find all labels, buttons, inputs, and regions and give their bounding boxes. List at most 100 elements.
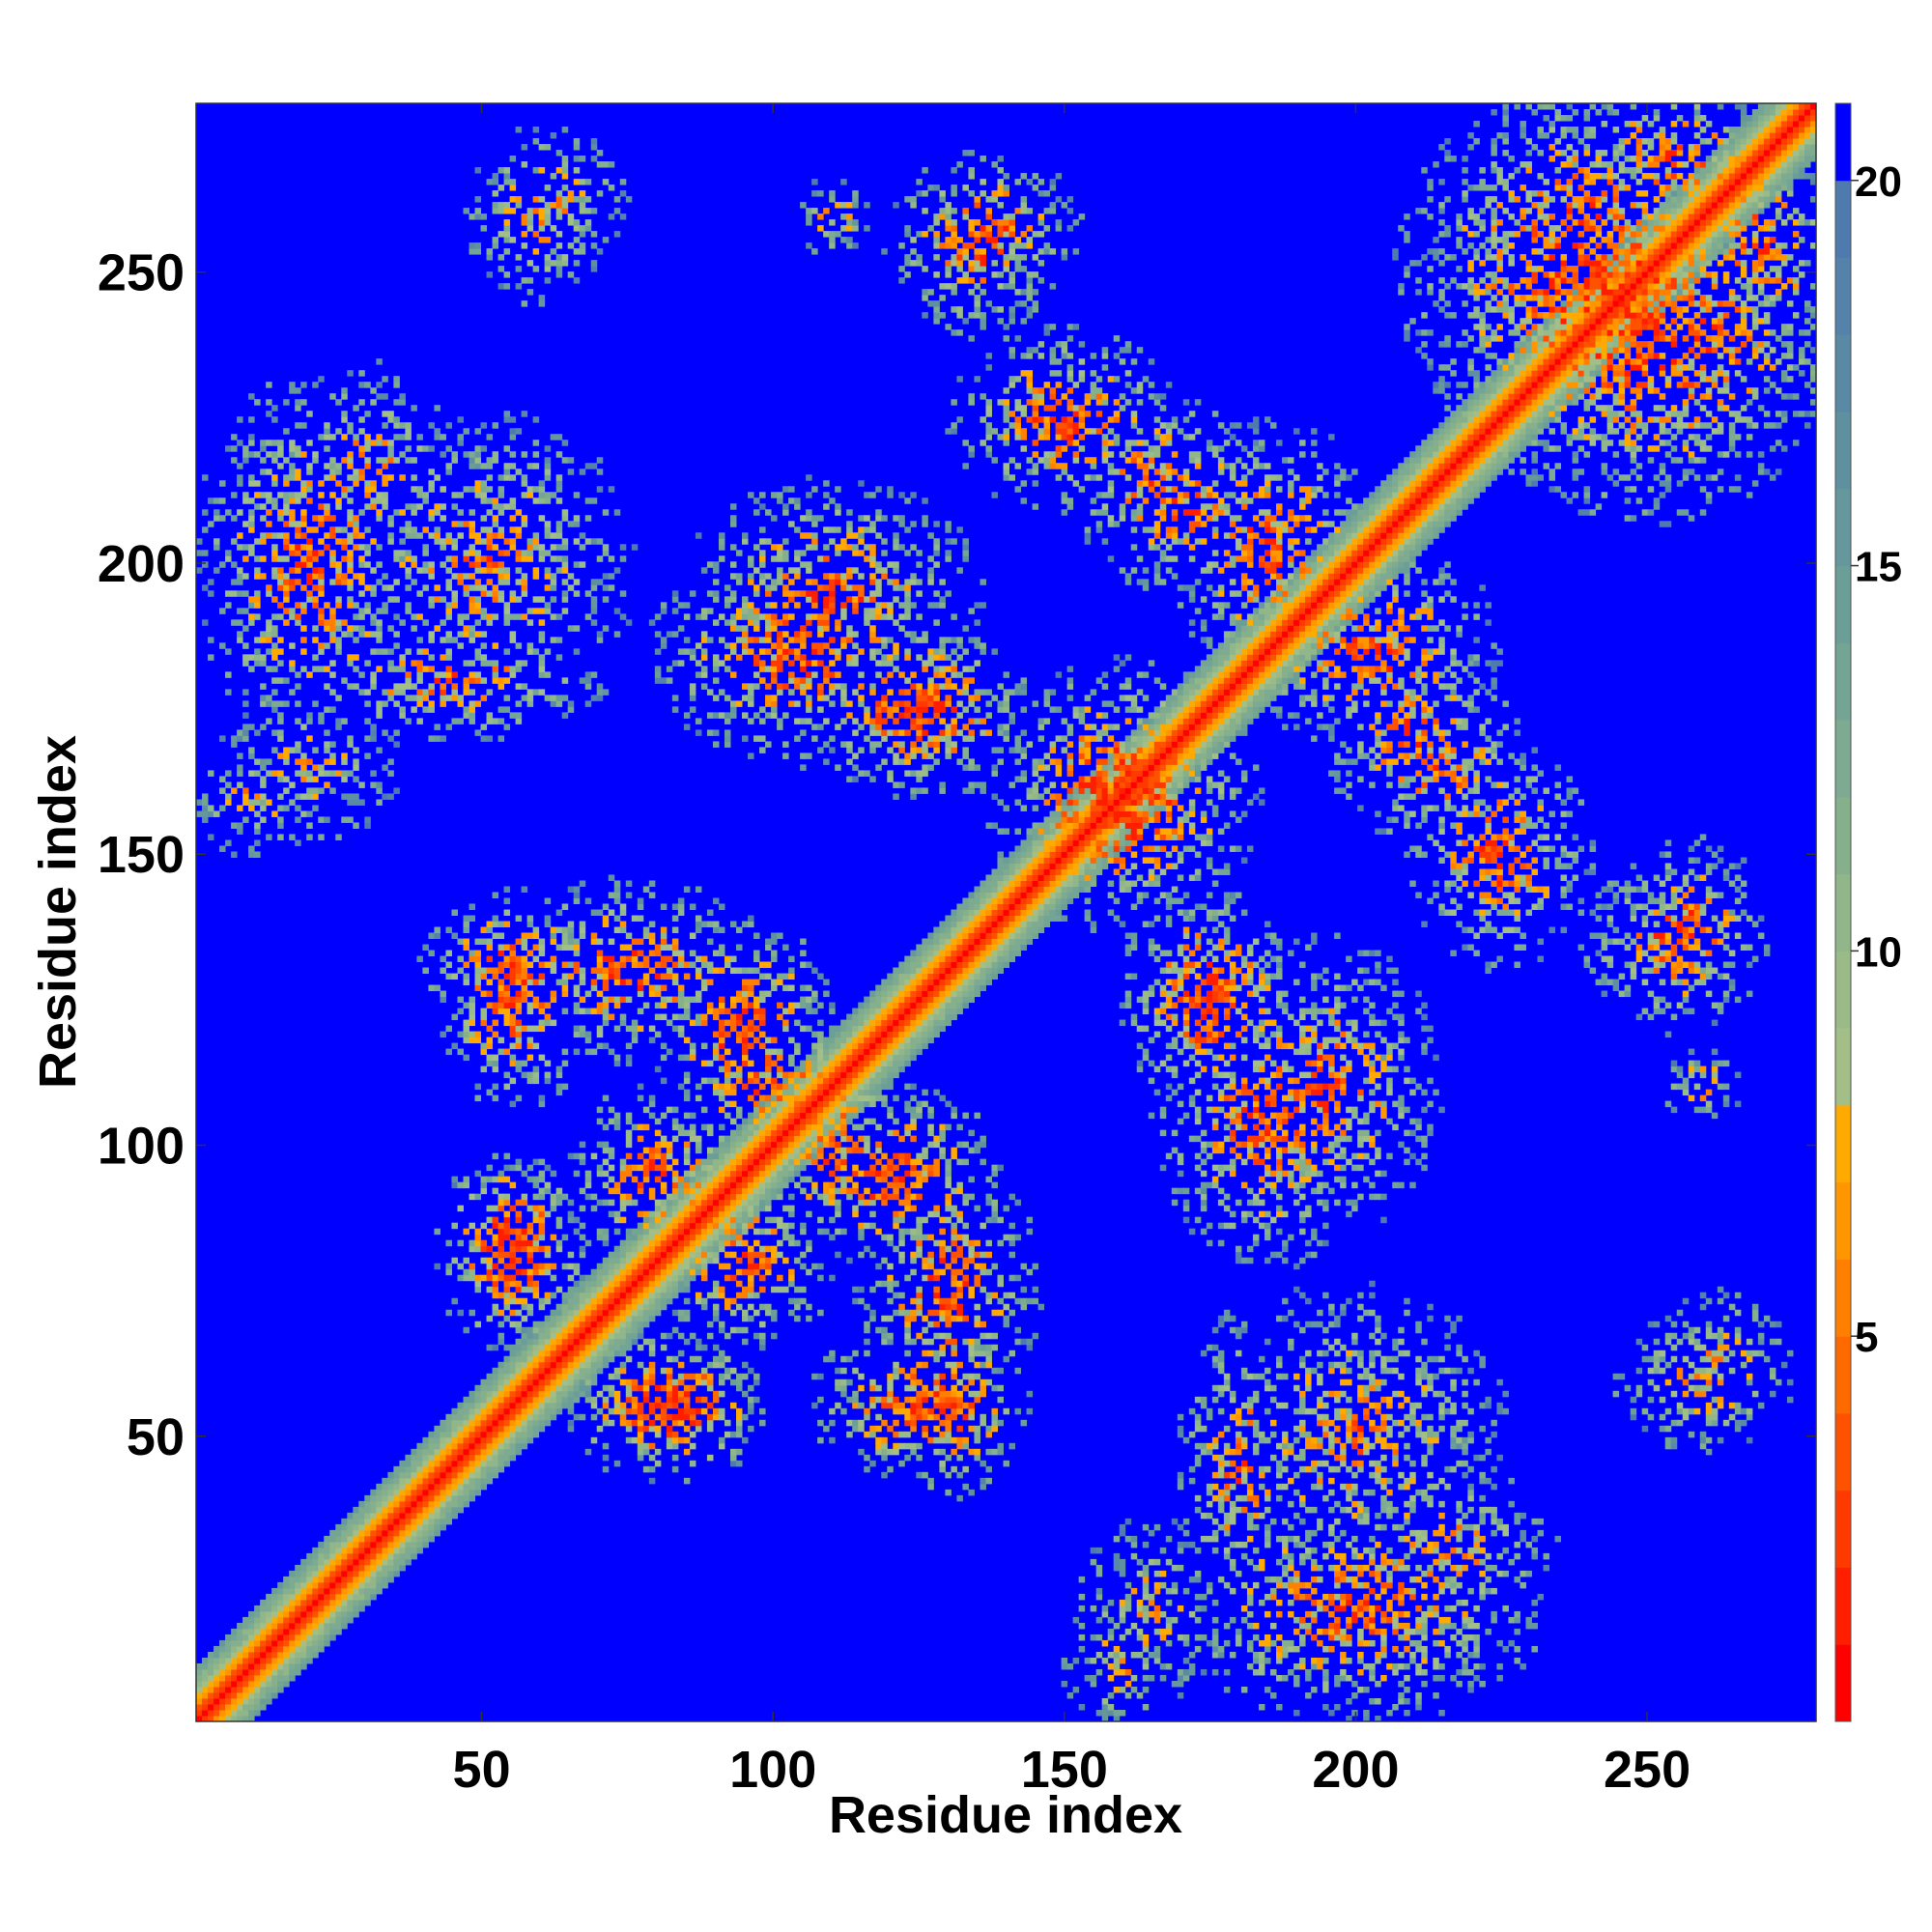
heatmap-cell — [695, 1292, 702, 1299]
heatmap-cell — [248, 497, 255, 504]
heatmap-cell — [370, 567, 377, 574]
heatmap-cell — [416, 648, 423, 655]
heatmap-cell — [416, 637, 423, 643]
heatmap-cell — [416, 1483, 423, 1491]
heatmap-cell — [277, 1622, 284, 1630]
heatmap-cell — [492, 1471, 499, 1479]
heatmap-cell — [748, 1286, 754, 1293]
heatmap-cell — [364, 1541, 371, 1548]
heatmap-cell — [625, 1338, 633, 1346]
heatmap-cell — [300, 1576, 307, 1583]
heatmap-cell — [237, 637, 243, 643]
heatmap-cell — [718, 1025, 725, 1033]
heatmap-cell — [289, 550, 296, 556]
heatmap-cell — [742, 1042, 749, 1050]
heatmap-cell — [416, 1529, 423, 1537]
heatmap-cell — [561, 1309, 569, 1317]
heatmap-cell — [695, 915, 702, 922]
heatmap-cell — [300, 422, 307, 429]
heatmap-cell — [497, 185, 505, 191]
heatmap-cell — [654, 666, 662, 672]
heatmap-cell — [492, 1390, 499, 1398]
heatmap-cell — [724, 1274, 731, 1282]
heatmap-cell — [550, 1170, 557, 1178]
heatmap-cell — [619, 1013, 627, 1021]
heatmap-cell — [364, 584, 371, 591]
heatmap-cell — [532, 1390, 540, 1398]
heatmap-cell — [283, 1674, 290, 1682]
heatmap-cell — [748, 1245, 754, 1253]
heatmap-cell — [538, 1210, 546, 1218]
heatmap-cell — [613, 1309, 621, 1317]
heatmap-cell — [416, 671, 423, 678]
heatmap-cell — [729, 1378, 737, 1386]
heatmap-cell — [474, 1031, 482, 1038]
heatmap-cell — [538, 1019, 546, 1027]
heatmap-cell — [266, 521, 272, 527]
heatmap-cell — [486, 619, 494, 626]
heatmap-cell — [695, 660, 702, 667]
heatmap-cell — [492, 1303, 499, 1311]
heatmap-cell — [532, 1002, 540, 1009]
heatmap-cell — [573, 625, 581, 632]
heatmap-cell — [695, 642, 702, 649]
heatmap-cell — [724, 1263, 731, 1270]
heatmap-cell — [538, 167, 546, 174]
heatmap-cell — [486, 555, 494, 562]
heatmap-cell — [295, 770, 301, 777]
heatmap-cell — [393, 1506, 400, 1514]
heatmap-cell — [295, 1616, 301, 1624]
heatmap-cell — [266, 718, 272, 724]
heatmap-cell — [457, 1494, 464, 1502]
heatmap-cell — [579, 225, 586, 232]
heatmap-cell — [550, 584, 557, 591]
heatmap-cell — [289, 1576, 296, 1583]
heatmap-cell — [364, 1587, 371, 1595]
heatmap-cell — [486, 544, 494, 551]
heatmap-cell — [237, 532, 243, 539]
heatmap-cell — [521, 1378, 528, 1386]
heatmap-cell — [625, 1239, 633, 1247]
heatmap-cell — [555, 532, 563, 539]
heatmap-cell — [399, 526, 406, 533]
heatmap-cell — [451, 503, 458, 510]
heatmap-cell — [706, 1152, 714, 1160]
heatmap-cell — [324, 1605, 330, 1612]
heatmap-cell — [573, 1361, 581, 1369]
heatmap-cell — [724, 1199, 731, 1207]
heatmap-cell — [271, 532, 278, 539]
heatmap-cell — [428, 596, 435, 603]
heatmap-cell — [486, 567, 494, 574]
heatmap-cell — [463, 625, 469, 632]
heatmap-cell — [335, 469, 342, 475]
heatmap-cell — [434, 1506, 440, 1514]
heatmap-cell — [660, 1210, 668, 1218]
heatmap-cell — [555, 260, 563, 267]
heatmap-cell — [677, 1199, 685, 1207]
heatmap-cell — [619, 1344, 627, 1351]
heatmap-cell — [579, 1413, 586, 1421]
heatmap-cell — [497, 1460, 505, 1467]
heatmap-cell — [671, 1222, 679, 1230]
heatmap-cell — [677, 1413, 685, 1421]
heatmap-cell — [382, 503, 388, 510]
heatmap-cell — [573, 590, 581, 597]
heatmap-cell — [347, 474, 354, 481]
heatmap-cell — [497, 1199, 505, 1207]
heatmap-cell — [434, 1489, 440, 1496]
heatmap-cell — [219, 1645, 226, 1653]
heatmap-cell — [364, 411, 371, 417]
heatmap-cell — [619, 1402, 627, 1409]
heatmap-cell — [724, 1181, 731, 1189]
heatmap-cell — [271, 1651, 278, 1659]
heatmap-cell — [596, 1234, 604, 1241]
heatmap-cell — [254, 1686, 261, 1693]
heatmap-cell — [393, 399, 400, 406]
heatmap-cell — [729, 1135, 737, 1143]
heatmap-cell — [428, 1477, 435, 1485]
heatmap-cell — [695, 1355, 702, 1363]
heatmap-cell — [532, 1210, 540, 1218]
heatmap-cell — [358, 451, 365, 458]
heatmap-cell — [509, 503, 517, 510]
heatmap-cell — [440, 1419, 446, 1427]
